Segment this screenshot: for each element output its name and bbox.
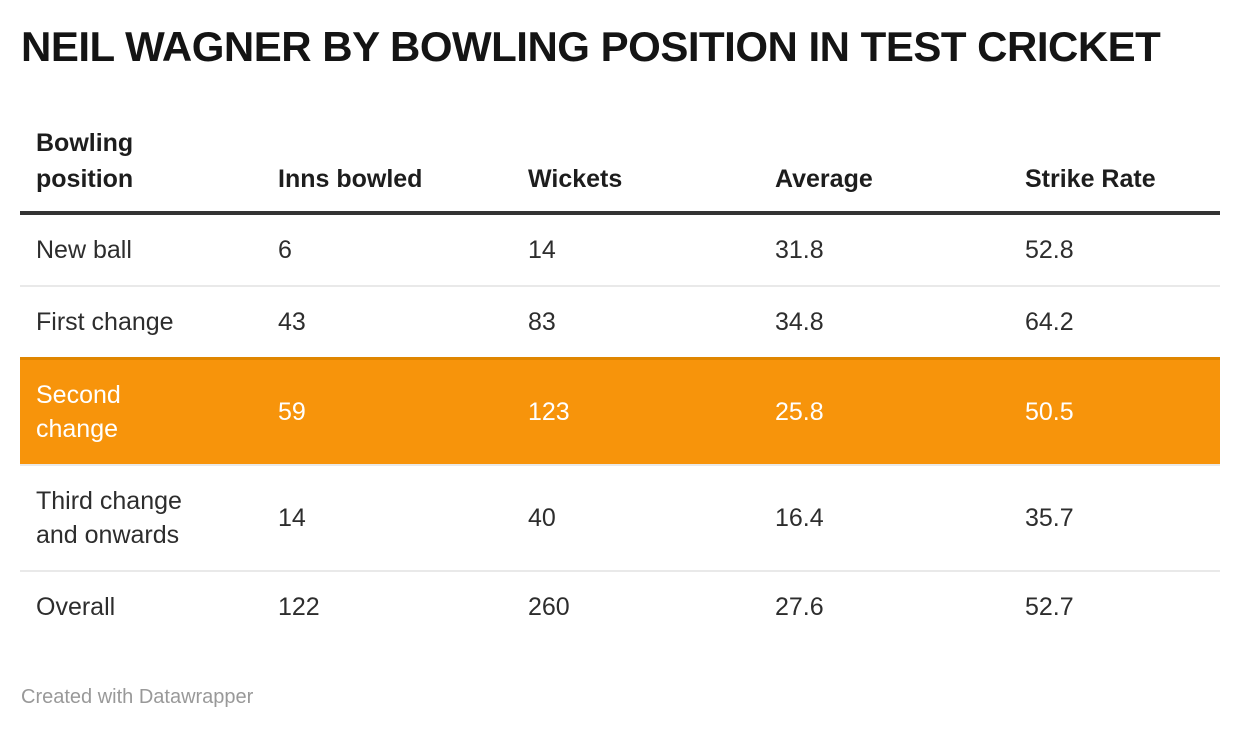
cell-wickets: 40 [512,464,759,571]
column-header-average: Average [759,125,1009,215]
cell-position: New ball [36,236,132,264]
footer: Created with Datawrapper [21,684,1220,710]
bowling-stats-table: Bowling position Inns bowled Wickets Ave… [20,125,1220,642]
cell-wickets: 123 [512,357,759,465]
cell-average: 16.4 [759,464,1009,571]
cell-strike-rate: 52.7 [1009,570,1220,642]
cell-strike-rate: 50.5 [1009,357,1220,465]
cell-inns: 122 [262,570,512,642]
cell-position: First change [20,285,262,359]
cell-position: Second change [20,357,262,465]
cell-average: 25.8 [759,357,1009,465]
table-row-first-change: First change 43 83 34.8 64.2 [20,285,1220,359]
cell-inns: 14 [262,464,512,571]
table-row-third-change: Third change and onwards 14 40 16.4 35.7 [20,464,1220,571]
table-header-row: Bowling position Inns bowled Wickets Ave… [20,125,1220,215]
cell-strike-rate: 64.2 [1009,285,1220,359]
cell-strike-rate: 52.8 [1025,236,1074,264]
cell-average: 31.8 [775,236,824,264]
cell-strike-rate: 35.7 [1009,464,1220,571]
cell-inns: 59 [262,357,512,465]
cell-position: Third change and onwards [20,464,262,571]
column-header-strike-rate: Strike Rate [1009,125,1220,215]
table-row-new-ball: New ball 6 14 31.8 52.8 [20,213,1220,286]
footer-attribution: Created with Datawrapper [21,686,254,708]
cell-wickets: 260 [512,570,759,642]
cell-inns: 43 [262,285,512,359]
cell-position: Overall [20,570,262,642]
table-row-second-change-highlighted: Second change 59 123 25.8 50.5 [20,357,1220,465]
column-header-wickets: Wickets [512,125,759,215]
column-header-inns-bowled: Inns bowled [262,125,512,215]
page-title: NEIL WAGNER BY BOWLING POSITION IN TEST … [21,23,1161,70]
column-header-bowling-position: Bowling position [20,125,262,215]
cell-wickets: 14 [528,236,556,264]
table-row-overall: Overall 122 260 27.6 52.7 [20,570,1220,642]
cell-inns: 6 [278,236,292,264]
cell-average: 34.8 [759,285,1009,359]
cell-average: 27.6 [759,570,1009,642]
cell-wickets: 83 [512,285,759,359]
